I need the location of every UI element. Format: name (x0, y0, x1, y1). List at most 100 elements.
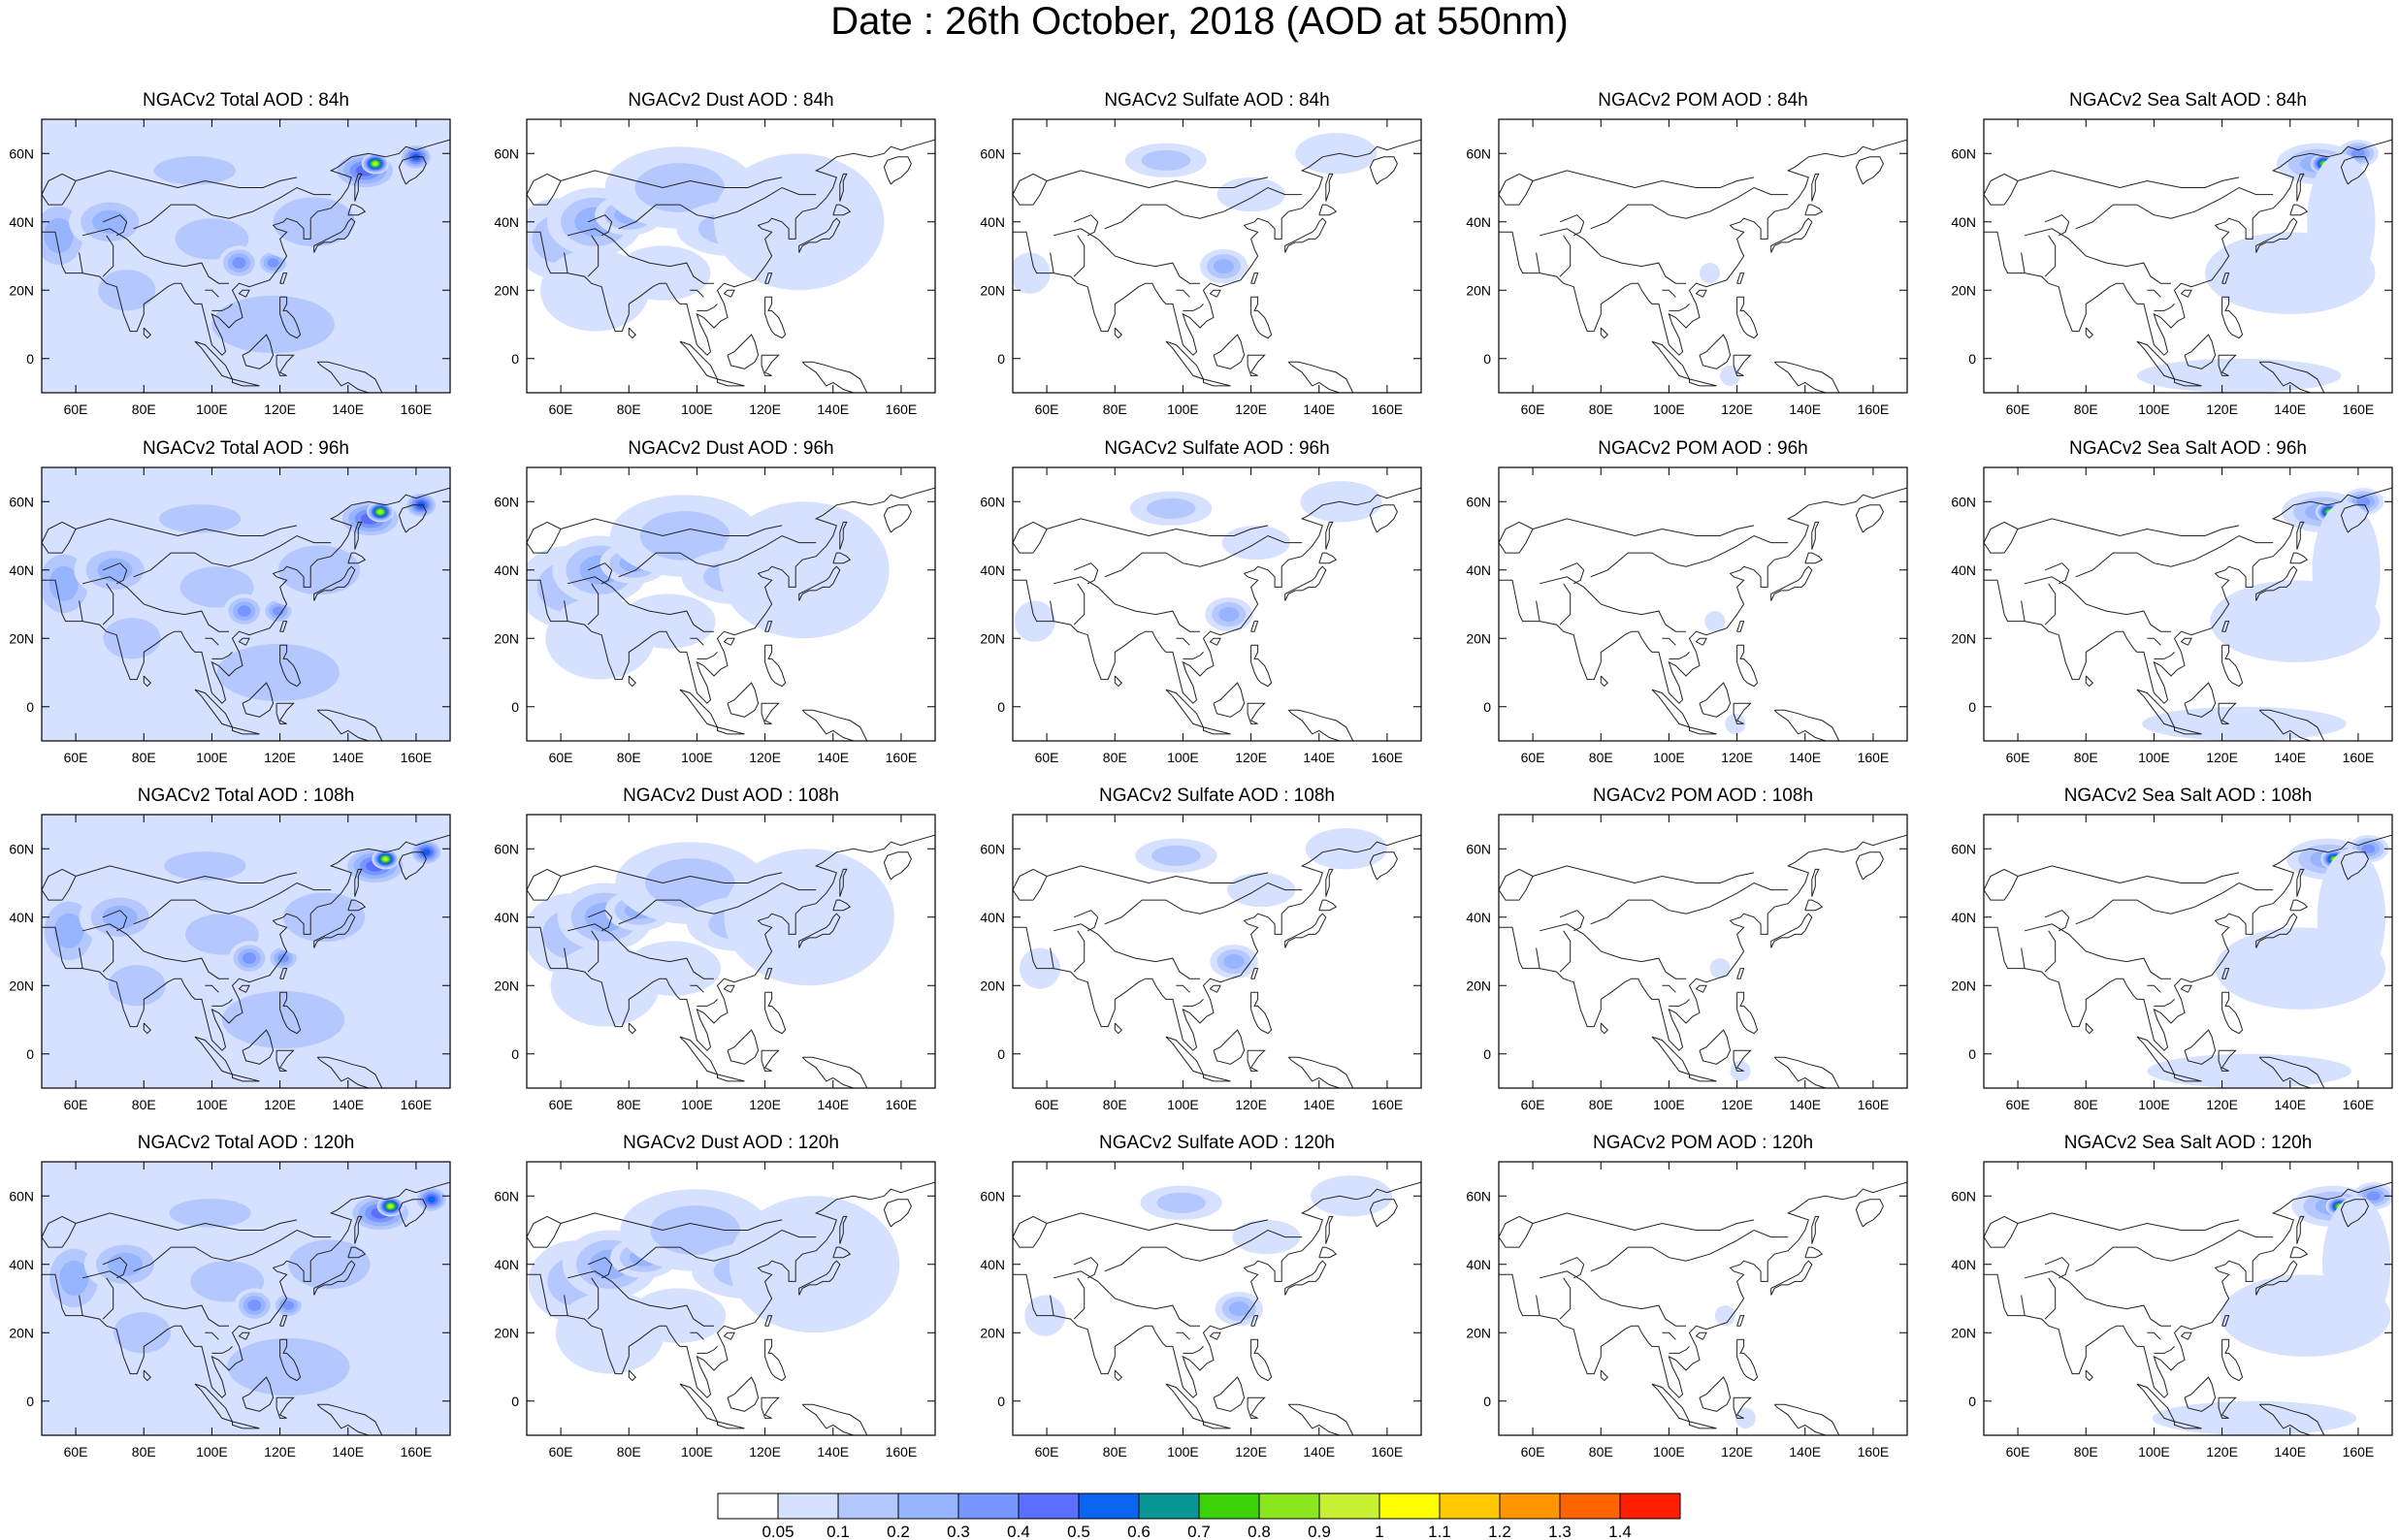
lon-tick-label: 60E (2006, 401, 2030, 417)
coastline (1086, 221, 1099, 237)
coastline (79, 1295, 83, 1316)
aod-contour (49, 565, 79, 601)
coastline (2180, 1331, 2192, 1340)
lon-tick-label: 140E (1303, 1444, 1335, 1460)
coastline (81, 576, 229, 632)
lat-tick-label: 40N (1466, 214, 1491, 230)
coastline (1572, 221, 1585, 237)
coastline (801, 1403, 868, 1435)
lon-tick-label: 120E (264, 1444, 296, 1460)
coastline (2075, 1229, 2274, 1272)
lon-tick-label: 100E (1653, 1097, 1685, 1112)
lon-tick-label: 160E (1858, 1097, 1890, 1112)
lat-tick-label: 60N (980, 841, 1005, 856)
coastline (1590, 186, 1789, 230)
lon-tick-label: 120E (1235, 401, 1267, 417)
coastline (1203, 1074, 1231, 1082)
lon-tick-label: 120E (264, 750, 296, 765)
coastline (600, 916, 613, 932)
coastline (276, 1396, 295, 1419)
coastline (1114, 327, 1123, 339)
coastline (279, 1338, 302, 1382)
coastline (2258, 361, 2325, 393)
lat-tick-label: 0 (997, 1394, 1005, 1409)
coastline (2085, 1369, 2094, 1382)
coastline (1770, 913, 1813, 948)
coastline (1572, 916, 1585, 932)
aod-contour (540, 248, 650, 332)
lon-tick-label: 100E (196, 750, 228, 765)
coastline (697, 304, 718, 311)
coastline (1855, 156, 1884, 185)
coastline (42, 173, 77, 206)
coastline (398, 504, 427, 533)
coastline (354, 1215, 363, 1244)
lat-tick-label: 0 (997, 351, 1005, 367)
lat-tick-label: 60N (9, 841, 34, 856)
coastline (618, 534, 817, 578)
coastline (1804, 204, 1824, 216)
coastline (764, 296, 787, 339)
lon-tick-label: 80E (617, 1444, 641, 1460)
coastline (279, 273, 288, 284)
coastline (1247, 702, 1266, 724)
coastline (133, 534, 332, 578)
coastline (839, 521, 848, 550)
lat-tick-label: 0 (511, 351, 519, 367)
coastline (398, 1199, 427, 1228)
map-panel-sulfate-108h: 60E 80E 100E 120E 140E 160E 60N 40N 20N 0 (980, 814, 1422, 1112)
lon-tick-label: 60E (1521, 401, 1545, 417)
coastline (1013, 834, 1421, 1051)
panel-title: NGACv2 Sulfate AOD : 96h (1104, 438, 1330, 459)
colorbar-swatch (777, 1492, 839, 1520)
coastline (727, 1029, 760, 1065)
coastline (1695, 289, 1707, 298)
map-panel-seasalt-120h: 60E 80E 100E 120E 140E 160E 60N 40N 20N 0 (1951, 1161, 2393, 1460)
aod-contour (1232, 1219, 1301, 1255)
coastline (1804, 1246, 1824, 1259)
coastline (628, 675, 637, 688)
coastline (1318, 899, 1338, 912)
coastline (279, 621, 288, 632)
lat-tick-label: 0 (26, 351, 34, 367)
lon-tick-label: 120E (1721, 750, 1753, 765)
coastline (2221, 621, 2230, 632)
coastline (1287, 1403, 1354, 1435)
aod-contour (1014, 600, 1055, 642)
coastline (1013, 173, 1048, 206)
coastline (1287, 1056, 1354, 1088)
coastline (1247, 1396, 1266, 1419)
lon-tick-label: 160E (1372, 401, 1404, 417)
coastline (527, 834, 935, 1051)
lon-tick-label: 80E (617, 750, 641, 765)
aod-contour (639, 511, 730, 561)
coastline (1073, 583, 1086, 626)
coastline (133, 882, 332, 925)
coastline (618, 882, 817, 925)
coastline (1053, 1270, 1200, 1327)
lat-tick-label: 60N (1466, 145, 1491, 161)
lat-tick-label: 0 (997, 699, 1005, 715)
coastline (1053, 228, 1200, 284)
panel-title: NGACv2 POM AOD : 84h (1598, 90, 1808, 111)
lon-tick-label: 100E (681, 401, 713, 417)
coastline (1104, 882, 1303, 925)
coastline (1662, 1331, 1676, 1340)
coastline (313, 1260, 356, 1296)
lat-tick-label: 60N (494, 1188, 519, 1203)
coastline (1284, 565, 1327, 601)
coastline (564, 947, 568, 969)
coastline (2258, 1056, 2325, 1088)
coastline (1733, 1049, 1752, 1072)
coastline (1250, 621, 1259, 632)
coastline (1046, 1212, 1269, 1232)
coastline (798, 565, 841, 601)
coastline (1984, 173, 2019, 206)
lon-tick-label: 80E (1103, 1097, 1127, 1112)
coastline (764, 644, 787, 688)
coastline (1600, 1022, 1609, 1035)
map-panel-pom-108h: 60E 80E 100E 120E 140E 160E 60N 40N 20N 0 (1466, 814, 1908, 1112)
colorbar-label: 0.7 (1187, 1523, 1211, 1540)
coastline (832, 552, 852, 564)
panel-title: NGACv2 Sea Salt AOD : 108h (2063, 786, 2313, 806)
